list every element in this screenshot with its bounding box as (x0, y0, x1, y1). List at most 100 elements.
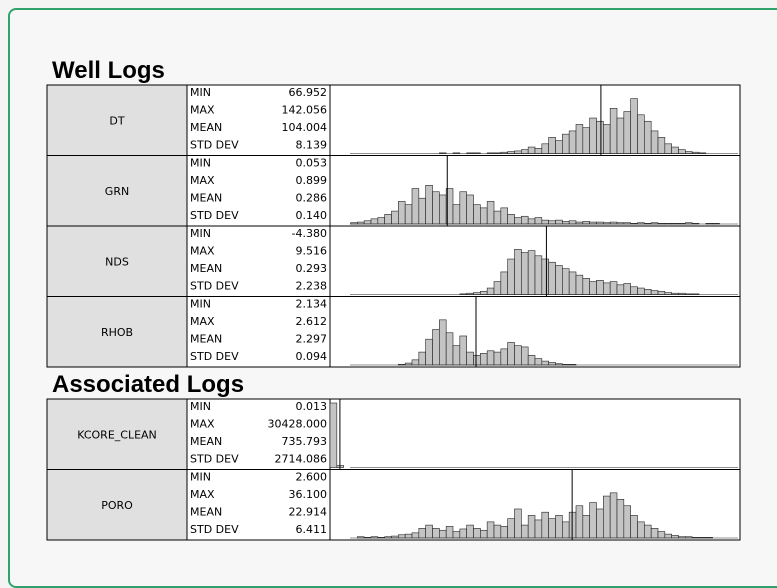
histogram-bar (555, 265, 563, 295)
histogram-bar (507, 258, 515, 295)
histogram-bar (425, 185, 433, 225)
histogram-bar (500, 271, 508, 295)
stats-cell (186, 155, 331, 227)
histogram-bar (466, 524, 474, 539)
histogram-bar (527, 250, 536, 295)
histogram-bar (473, 528, 481, 539)
histogram-bar (555, 219, 563, 225)
histogram-bar (493, 351, 502, 366)
stat-value: 66.952 (289, 86, 328, 99)
histogram-bar (411, 532, 420, 539)
histogram-bar (568, 271, 577, 295)
histogram-bar (678, 149, 686, 154)
stat-label: MAX (190, 315, 215, 328)
histogram-bar (664, 143, 672, 154)
histogram-cell (329, 84, 741, 156)
stat-value: 735.793 (282, 435, 328, 448)
histogram-bar (534, 148, 543, 154)
stat-value: 0.899 (296, 174, 328, 187)
histogram-bar (575, 274, 584, 295)
histogram-bar (644, 289, 652, 295)
histogram-bar (603, 495, 611, 539)
histogram-bar (425, 524, 433, 539)
histogram-bar (473, 355, 481, 366)
stat-value: 0.013 (296, 400, 328, 413)
histogram-bar (329, 402, 338, 468)
histogram-bar (562, 133, 570, 154)
histogram-bar (507, 342, 515, 366)
histogram-bar (480, 207, 488, 225)
histogram-bar (486, 287, 495, 295)
histogram-bar (575, 124, 584, 154)
histogram-bar (650, 528, 659, 539)
histogram-bar (363, 220, 372, 225)
histogram-bar (637, 114, 645, 154)
log-name: NDS (105, 255, 129, 268)
histogram-bar (548, 362, 556, 366)
stat-label: STD DEV (190, 209, 239, 222)
histogram-bar (596, 120, 604, 154)
stat-label: MAX (190, 174, 215, 187)
stat-label: MEAN (190, 506, 222, 519)
stat-label: STD DEV (190, 280, 239, 293)
histogram-bar (418, 197, 426, 225)
histogram-bar (493, 210, 502, 225)
histogram-bar (609, 492, 618, 539)
stat-label: MIN (190, 298, 211, 311)
stat-label: STD DEV (190, 523, 239, 536)
name-cell (46, 469, 188, 541)
name-cell (46, 84, 188, 156)
histogram-bar (521, 252, 529, 295)
histogram-bar (527, 355, 536, 366)
stat-value: 0.053 (296, 157, 328, 170)
stat-value: 2.238 (296, 280, 328, 293)
histogram-bar (548, 137, 556, 154)
histogram-bar (555, 140, 563, 154)
histogram-bar (514, 217, 522, 225)
histogram-bar (398, 201, 406, 225)
stat-label: MEAN (190, 121, 222, 134)
histogram-bar (644, 120, 652, 154)
histogram-bar (637, 287, 645, 295)
stat-label: MEAN (190, 333, 222, 346)
histogram-bar (493, 281, 502, 295)
histogram-bar (582, 515, 590, 539)
log-name: RHOB (101, 326, 133, 339)
histogram-bar (432, 528, 440, 539)
name-cell (46, 296, 188, 368)
histogram-bar (527, 146, 536, 154)
histogram-bar (486, 201, 495, 225)
histogram-bar (657, 531, 666, 539)
histogram-bar (507, 214, 515, 225)
histogram-bar (466, 194, 474, 225)
stat-value: 36.100 (289, 488, 328, 501)
histogram-bar (603, 124, 611, 154)
stat-value: 2.297 (296, 333, 328, 346)
histogram-bar (650, 130, 659, 154)
stat-label: MIN (190, 227, 211, 240)
histogram-bar (445, 332, 454, 366)
stat-value: 30428.000 (268, 418, 328, 431)
histogram-bar (562, 268, 570, 295)
histogram-bar (562, 221, 570, 225)
stat-label: STD DEV (190, 350, 239, 363)
histogram-bar (418, 528, 426, 539)
histogram-bar (582, 127, 590, 154)
log-name: KCORE_CLEAN (77, 428, 157, 441)
histogram-bar (521, 524, 529, 539)
histogram-bar (493, 524, 502, 539)
stat-label: MEAN (190, 192, 222, 205)
histogram-bar (548, 261, 556, 295)
histogram-bar (445, 526, 454, 539)
histogram-bar (664, 533, 672, 539)
histogram-bar (480, 353, 488, 366)
histogram-bar (657, 290, 666, 295)
histogram-bar (500, 207, 508, 225)
histogram-bar (541, 360, 549, 366)
stat-value: 0.094 (296, 350, 328, 363)
stat-value: 8.139 (296, 139, 328, 152)
histogram-bar (637, 521, 645, 539)
histogram-bar (603, 282, 611, 295)
stat-value: 142.056 (282, 104, 328, 117)
histogram-bar (657, 137, 666, 154)
